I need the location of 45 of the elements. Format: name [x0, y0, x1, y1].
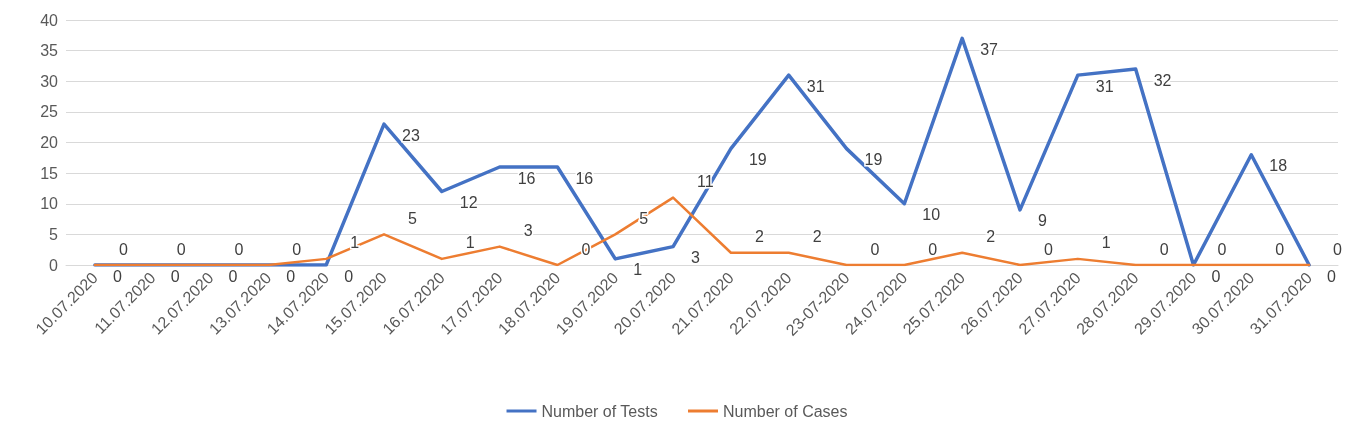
data-label: 3 [691, 249, 701, 267]
data-label: 0 [292, 240, 302, 258]
data-label: 0 [1044, 240, 1053, 258]
data-label: 37 [980, 40, 999, 58]
data-label: 2 [812, 228, 822, 246]
data-label: 0 [1217, 240, 1227, 258]
legend-label: Number of Cases [723, 402, 848, 420]
y-tick-label: 15 [40, 164, 59, 182]
data-label: 19 [748, 151, 767, 169]
data-label: 10 [922, 206, 941, 224]
data-label: 0 [234, 240, 244, 258]
data-label: 0 [1333, 240, 1343, 258]
y-tick-label: 35 [40, 42, 59, 60]
data-label: 2 [986, 228, 996, 246]
data-label: 0 [870, 240, 880, 258]
y-tick-label: 40 [40, 11, 59, 29]
data-label: 16 [575, 169, 594, 187]
data-label: 19 [864, 151, 883, 169]
y-tick-label: 30 [40, 72, 59, 90]
y-tick-label: 20 [40, 134, 59, 151]
data-label: 32 [1153, 71, 1172, 89]
y-tick-label: 25 [40, 103, 59, 121]
data-label: 2 [754, 228, 764, 246]
data-label: 1 [465, 234, 475, 252]
y-tick-label: 0 [49, 256, 59, 274]
data-label: 31 [806, 77, 825, 95]
data-label: 31 [1095, 77, 1114, 95]
data-label: 0 [1159, 240, 1169, 258]
data-label: 0 [176, 240, 186, 258]
y-tick-label: 5 [49, 225, 59, 243]
data-label: 0 [928, 240, 938, 258]
data-label: 3 [523, 222, 533, 240]
data-label: 0 [1275, 240, 1285, 258]
data-label: 0 [118, 240, 128, 258]
data-label: 1 [1101, 234, 1111, 252]
data-label: 12 [459, 194, 478, 211]
data-label: 1 [633, 261, 643, 279]
data-label: 9 [1038, 212, 1047, 230]
data-label: 18 [1269, 157, 1288, 175]
y-tick-label: 10 [40, 195, 59, 213]
data-label: 5 [408, 209, 417, 227]
data-label: 0 [1327, 267, 1337, 285]
data-label: 16 [517, 169, 536, 187]
legend-label: Number of Tests [541, 402, 658, 420]
data-label: 23 [402, 126, 420, 144]
